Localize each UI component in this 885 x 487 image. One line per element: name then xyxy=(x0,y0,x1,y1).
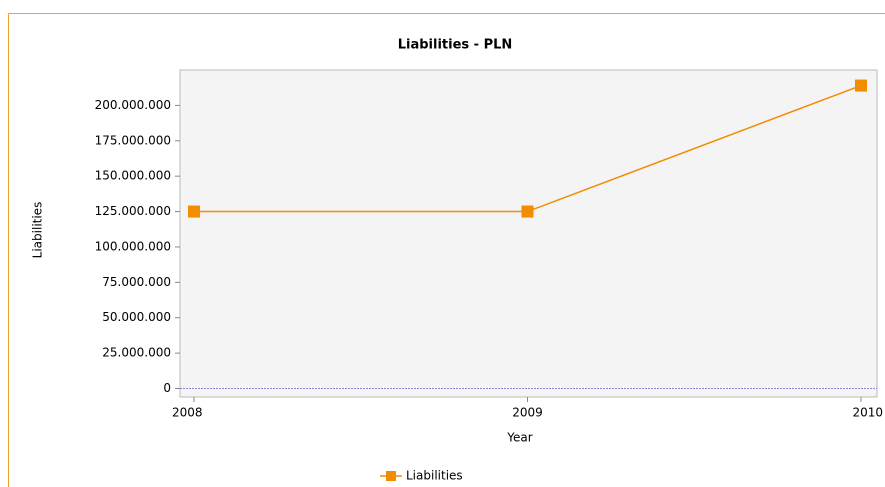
y-tick-label: 200.000.000 xyxy=(95,98,171,112)
y-tick-label: 125.000.000 xyxy=(95,204,171,218)
y-tick-label: 75.000.000 xyxy=(102,275,171,289)
data-point xyxy=(521,205,534,218)
data-point xyxy=(188,205,200,218)
y-axis-label: Liabilities xyxy=(31,202,45,259)
x-tick-label: 2008 xyxy=(172,406,203,420)
x-tick-label: 2009 xyxy=(512,406,543,420)
chart-title: Liabilities - PLN xyxy=(398,38,513,53)
x-tick-label: 2010 xyxy=(852,406,883,420)
legend-label: Liabilities xyxy=(406,469,463,483)
y-tick-label: 25.000.000 xyxy=(102,346,171,360)
plot-area xyxy=(179,69,878,398)
legend-marker xyxy=(386,471,396,481)
y-tick-label: 50.000.000 xyxy=(102,310,171,324)
y-tick-label: 150.000.000 xyxy=(95,169,171,183)
data-point xyxy=(855,79,867,92)
y-tick-label: 100.000.000 xyxy=(95,239,171,253)
y-tick-label: 0 xyxy=(163,381,171,395)
x-axis-label: Year xyxy=(506,431,532,445)
y-tick-label: 175.000.000 xyxy=(95,133,171,147)
